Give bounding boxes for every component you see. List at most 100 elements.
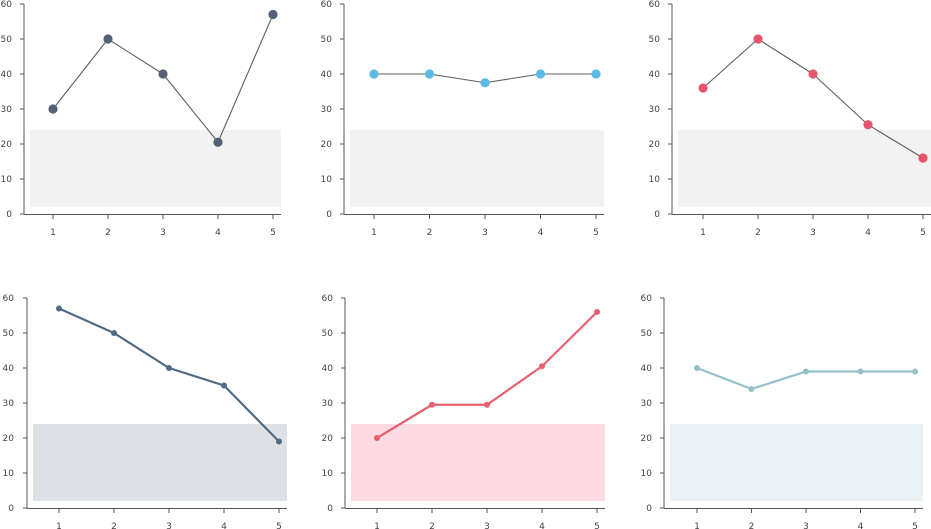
reference-band [33, 424, 287, 501]
chart-panel-5: 0 10 20 30 40 50 60 1 2 3 4 5 [322, 294, 605, 529]
y-tick-label: 20 [322, 434, 334, 444]
data-point [753, 34, 763, 44]
x-tick-label: 2 [111, 522, 117, 529]
data-point [213, 137, 223, 147]
x-tick-label: 2 [749, 522, 755, 529]
y-tick-label: 10 [641, 469, 653, 479]
data-point [369, 69, 379, 79]
y-tick-label: 20 [1, 140, 13, 150]
y-tick-label: 30 [1, 105, 13, 115]
data-point [594, 309, 600, 315]
reference-band [670, 424, 923, 501]
y-tick-label: 10 [321, 175, 333, 185]
x-tick-label: 3 [810, 228, 816, 238]
data-point [480, 78, 490, 88]
data-point [221, 382, 227, 389]
y-tick-label: 10 [3, 469, 15, 479]
y-tick-label: 40 [1, 70, 13, 80]
data-point [857, 368, 864, 375]
data-point [803, 368, 809, 375]
x-tick-label: 3 [166, 522, 172, 529]
chart-panel-3: 0 10 20 30 40 50 60 1 2 3 4 5 [649, 0, 931, 238]
data-point [808, 69, 818, 79]
reference-band [350, 130, 604, 207]
y-tick-label: 0 [327, 504, 333, 514]
data-point [918, 153, 928, 163]
chart-panel-4: 0 10 20 30 40 50 60 1 2 3 4 5 [3, 294, 287, 529]
y-tick-label: 40 [3, 364, 15, 374]
y-tick-label: 20 [649, 140, 661, 150]
chart-panel-1: 0 10 20 30 40 50 60 1 2 3 4 5 [1, 0, 281, 238]
y-tick-label: 0 [326, 210, 332, 220]
x-tick-label: 1 [694, 522, 700, 529]
y-tick-label: 50 [641, 329, 653, 339]
data-point [694, 365, 700, 371]
y-tick-label: 0 [8, 504, 14, 514]
y-tick-label: 0 [654, 210, 660, 220]
data-point [429, 401, 435, 408]
y-tick-label: 50 [321, 35, 333, 45]
y-tick-label: 40 [322, 364, 334, 374]
y-tick-label: 40 [641, 364, 653, 374]
series-line [376, 311, 598, 439]
x-tick-label: 5 [912, 522, 918, 529]
y-tick-label: 50 [649, 35, 661, 45]
x-tick-label: 3 [482, 228, 488, 238]
chart-panel-2: 0 10 20 30 40 50 60 1 2 3 4 5 [321, 0, 604, 238]
data-point [863, 120, 873, 130]
reference-band [351, 424, 605, 501]
x-tick-label: 4 [215, 228, 221, 238]
data-point [166, 365, 172, 371]
data-point [103, 34, 113, 44]
reference-band [678, 130, 931, 207]
data-point [48, 104, 58, 114]
reference-band [30, 130, 281, 207]
x-tick-label: 1 [50, 228, 56, 238]
y-tick-label: 60 [641, 294, 653, 304]
x-tick-label: 3 [484, 522, 490, 529]
data-point [158, 69, 168, 79]
y-tick-label: 40 [649, 70, 661, 80]
x-tick-label: 4 [539, 522, 545, 529]
y-tick-label: 30 [3, 399, 15, 409]
x-tick-label: 5 [593, 228, 599, 238]
y-tick-label: 50 [322, 329, 334, 339]
x-tick-label: 4 [538, 228, 544, 238]
y-tick-label: 30 [321, 105, 333, 115]
data-point [698, 83, 708, 93]
series-line [58, 307, 280, 443]
y-tick-label: 20 [321, 140, 333, 150]
data-point [535, 69, 546, 79]
y-tick-label: 50 [3, 329, 15, 339]
y-tick-label: 50 [1, 35, 13, 45]
x-tick-label: 4 [865, 228, 871, 238]
y-tick-label: 10 [649, 175, 661, 185]
y-tick-label: 60 [322, 294, 334, 304]
data-point [111, 330, 117, 336]
x-tick-label: 2 [105, 228, 111, 238]
data-point [56, 305, 62, 312]
x-tick-label: 1 [700, 228, 706, 238]
data-point [374, 435, 380, 441]
x-tick-label: 2 [429, 522, 435, 529]
data-point [268, 9, 278, 20]
x-tick-label: 2 [427, 228, 433, 238]
y-tick-label: 20 [3, 434, 15, 444]
data-point [276, 438, 282, 445]
x-tick-label: 4 [221, 522, 227, 529]
x-tick-label: 4 [858, 522, 864, 529]
x-tick-label: 5 [270, 228, 276, 238]
data-point [424, 69, 435, 79]
chart-panel-6: 0 10 20 30 40 50 60 1 2 3 4 5 [641, 294, 923, 529]
y-tick-label: 60 [1, 0, 13, 10]
x-tick-label: 3 [160, 228, 166, 238]
data-point [539, 363, 545, 370]
x-tick-label: 5 [594, 522, 600, 529]
x-tick-label: 3 [803, 522, 809, 529]
x-tick-label: 1 [371, 228, 377, 238]
data-point [912, 368, 918, 375]
x-tick-label: 5 [920, 228, 926, 238]
y-tick-label: 0 [646, 504, 652, 514]
y-tick-label: 0 [6, 210, 12, 220]
